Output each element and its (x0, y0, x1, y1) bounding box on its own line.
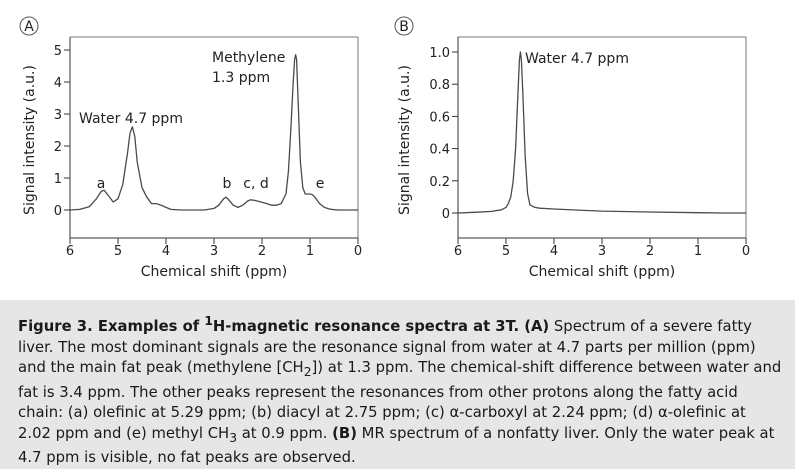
figure-caption: Figure 3. Examples of 1H-magnetic resona… (18, 311, 783, 469)
panel-label-circle (394, 16, 414, 36)
y-tick-label: 0.8 (429, 78, 450, 93)
x-tick-label: 1 (306, 244, 314, 259)
y-tick-label: 4 (54, 76, 62, 91)
x-tick-label: 6 (454, 244, 462, 259)
x-tick-label: 3 (210, 244, 218, 259)
annotation-label: a (97, 176, 106, 192)
y-tick-label: 1 (54, 172, 62, 187)
panel-label: B (399, 19, 409, 35)
x-tick-label: 1 (694, 244, 702, 259)
caption-sub-1: 2 (303, 365, 312, 380)
caption-text-2: ]) at 1.3 ppm. The chemical-shift differ… (18, 359, 782, 442)
caption-title-text-2: H-magnetic resonance spectra at 3T. (A) (212, 317, 550, 335)
x-tick-label: 2 (258, 244, 266, 259)
y-tick-label: 0.4 (429, 143, 450, 158)
y-tick-label: 3 (54, 108, 62, 123)
annotation-label: 1.3 ppm (212, 70, 270, 86)
x-tick-label: 4 (550, 244, 558, 259)
annotation-label: e (316, 176, 325, 192)
spectrum-line (457, 51, 746, 214)
x-tick-label: 5 (114, 244, 122, 259)
y-axis-label: Signal intensity (a.u.) (397, 65, 413, 215)
annotation-label: Water 4.7 ppm (79, 111, 183, 127)
y-tick-label: 5 (54, 44, 62, 59)
figure-panels: A 6 5 4 3 2 1 0 0 1 2 3 4 5 Chemical shift (ppm) Signal… (0, 0, 795, 300)
caption-bold-b: (B) (332, 424, 357, 442)
y-tick-label: 0 (442, 207, 450, 222)
panel-label: A (24, 19, 34, 35)
y-tick-label: 0 (54, 204, 62, 219)
x-tick-label: 0 (742, 244, 750, 259)
x-tick-label: 4 (162, 244, 170, 259)
x-tick-label: 6 (66, 244, 74, 259)
y-tick-label: 0.2 (429, 175, 450, 190)
annotation-label: b (223, 176, 232, 192)
y-tick-label: 0.6 (429, 110, 450, 125)
x-tick-label: 2 (646, 244, 654, 259)
caption-sub-2: 3 (229, 430, 238, 445)
caption-title: Figure 3. Examples of 1H-magnetic resona… (18, 314, 550, 335)
x-tick-label: 3 (598, 244, 606, 259)
annotation-label: Water 4.7 ppm (525, 51, 629, 67)
y-axis-label: Signal intensity (a.u.) (22, 65, 38, 215)
annotation-label: c, d (243, 176, 268, 192)
caption-text-1: Spectrum of a severe fatty liver. The mo… (18, 317, 756, 377)
spectrum-line (69, 54, 358, 211)
caption-title-text: Figure 3. Examples of (18, 317, 205, 335)
panel-label-circle (19, 16, 39, 36)
x-tick-label: 5 (502, 244, 510, 259)
x-axis-label: Chemical shift (ppm) (529, 264, 675, 280)
caption-title-sup: 1 (204, 314, 213, 328)
caption-text-3: at 0.9 ppm. (237, 424, 333, 442)
y-tick-label: 1.0 (429, 46, 450, 61)
annotation-label: Methylene (212, 50, 285, 66)
y-tick-label: 2 (54, 140, 62, 155)
x-axis-label: Chemical shift (ppm) (141, 264, 287, 280)
x-tick-label: 0 (354, 244, 362, 259)
spectra-chart: A 6 5 4 3 2 1 0 0 1 2 3 4 5 Chemical shift (ppm) Signal… (19, 16, 750, 280)
